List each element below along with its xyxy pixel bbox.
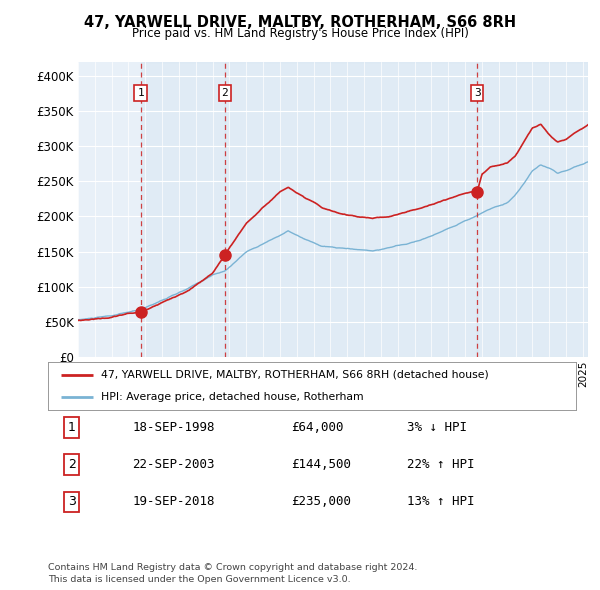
Text: 18-SEP-1998: 18-SEP-1998 — [133, 421, 215, 434]
Text: 1: 1 — [137, 88, 144, 98]
Text: 1: 1 — [68, 421, 76, 434]
Text: 19-SEP-2018: 19-SEP-2018 — [133, 495, 215, 509]
Text: HPI: Average price, detached house, Rotherham: HPI: Average price, detached house, Roth… — [101, 392, 364, 402]
Text: 47, YARWELL DRIVE, MALTBY, ROTHERHAM, S66 8RH (detached house): 47, YARWELL DRIVE, MALTBY, ROTHERHAM, S6… — [101, 370, 488, 380]
Text: 2: 2 — [221, 88, 228, 98]
Text: £235,000: £235,000 — [291, 495, 351, 509]
Text: 3: 3 — [474, 88, 481, 98]
Text: 22-SEP-2003: 22-SEP-2003 — [133, 458, 215, 471]
Bar — [140, 62, 225, 357]
Bar — [225, 62, 477, 357]
Text: £144,500: £144,500 — [291, 458, 351, 471]
Text: 13% ↑ HPI: 13% ↑ HPI — [407, 495, 475, 509]
Text: 22% ↑ HPI: 22% ↑ HPI — [407, 458, 475, 471]
Text: Contains HM Land Registry data © Crown copyright and database right 2024.
This d: Contains HM Land Registry data © Crown c… — [48, 563, 418, 584]
Text: £64,000: £64,000 — [291, 421, 343, 434]
Bar — [477, 62, 588, 357]
Text: 3% ↓ HPI: 3% ↓ HPI — [407, 421, 467, 434]
Text: 47, YARWELL DRIVE, MALTBY, ROTHERHAM, S66 8RH: 47, YARWELL DRIVE, MALTBY, ROTHERHAM, S6… — [84, 15, 516, 30]
Text: 2: 2 — [68, 458, 76, 471]
Text: 3: 3 — [68, 495, 76, 509]
Text: Price paid vs. HM Land Registry's House Price Index (HPI): Price paid vs. HM Land Registry's House … — [131, 27, 469, 40]
